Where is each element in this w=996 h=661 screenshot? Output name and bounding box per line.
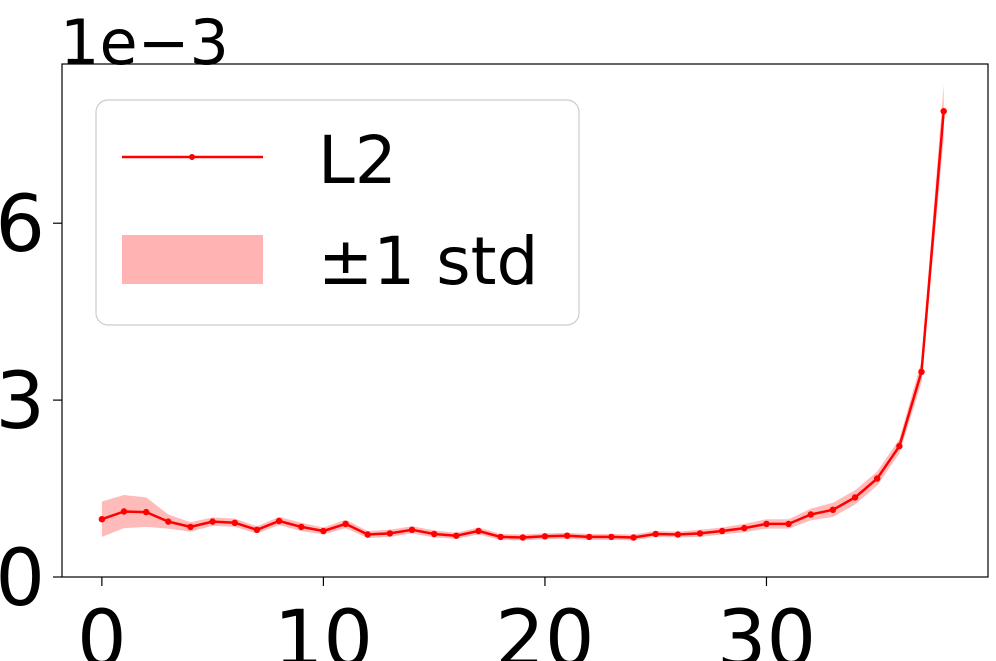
data-point <box>364 531 371 538</box>
data-point <box>918 368 925 375</box>
x-tick-label: 20 <box>495 595 594 661</box>
axes-frame <box>61 63 989 578</box>
data-point <box>541 533 549 540</box>
data-point <box>187 523 194 531</box>
data-point <box>652 530 659 538</box>
data-point <box>431 530 438 538</box>
data-point <box>165 518 172 525</box>
x-tick-label: 10 <box>274 595 373 661</box>
data-point <box>453 532 460 539</box>
data-point <box>586 533 593 541</box>
data-point <box>785 520 792 528</box>
data-point <box>829 506 837 513</box>
data-point <box>120 508 128 515</box>
legend-line-marker <box>189 154 195 160</box>
data-point <box>408 526 416 533</box>
legend-band-label: ±1 std <box>318 223 538 300</box>
data-point <box>275 517 283 525</box>
legend: L2 ±1 std <box>95 99 580 326</box>
data-point <box>231 519 238 526</box>
data-point <box>763 520 770 528</box>
legend-band-swatch <box>122 235 263 284</box>
data-point <box>940 108 947 115</box>
data-point <box>674 531 682 538</box>
data-point <box>807 511 814 518</box>
data-point <box>719 527 726 535</box>
data-point <box>98 516 106 523</box>
x-tick-label: 30 <box>717 595 816 661</box>
data-point <box>320 527 327 535</box>
y-scale-label: 1e−3 <box>60 6 229 79</box>
data-point <box>143 508 150 516</box>
data-point <box>253 526 261 533</box>
data-point <box>342 520 349 528</box>
y-tick-label: 6 <box>0 180 45 270</box>
data-point <box>874 475 881 482</box>
data-point <box>563 532 571 539</box>
y-tick-label: 0 <box>0 534 45 624</box>
data-point <box>386 530 394 537</box>
x-axis: 0 10 20 30 <box>77 577 816 661</box>
data-point <box>741 524 748 532</box>
y-axis: 0 3 6 <box>0 180 62 624</box>
data-point <box>851 494 859 501</box>
data-point <box>630 534 637 541</box>
data-point <box>475 527 482 535</box>
y-tick-label: 3 <box>0 357 45 447</box>
data-point <box>608 533 615 541</box>
data-point <box>896 442 903 450</box>
data-point <box>696 530 704 537</box>
plot-area <box>98 84 947 541</box>
x-tick-label: 0 <box>77 595 127 661</box>
data-point <box>298 523 305 531</box>
data-point <box>497 533 504 541</box>
legend-series-label: L2 <box>318 122 397 199</box>
data-point <box>519 534 526 541</box>
data-point <box>209 518 216 525</box>
